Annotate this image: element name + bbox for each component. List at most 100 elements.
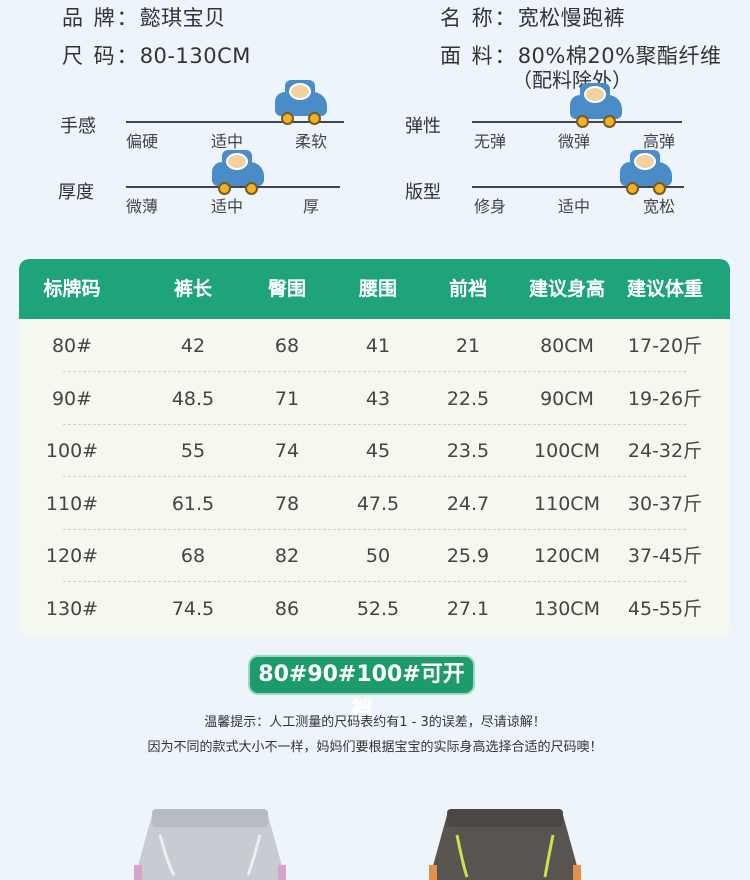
grey-pants-image	[134, 809, 286, 880]
cell-weight: 37-45斤	[627, 545, 703, 567]
cell-waist: 50	[365, 545, 391, 567]
row-divider	[63, 581, 686, 582]
table-row: 130# 74.5 86 52.5 27.1 130CM 45-55斤	[19, 583, 730, 635]
size-table: 标牌码 裤长 臀围 腰围 前裆 建议身高 建议体重 80# 42 68 41 21 80C…	[19, 259, 730, 638]
brand-label: 品 牌：	[62, 6, 140, 30]
header-waist: 腰围	[358, 278, 397, 300]
table-row: 90# 48.5 71 43 22.5 90CM 19-26斤	[19, 373, 730, 425]
fabric-line: 面 料：80%棉20%聚酯纤维	[440, 40, 722, 70]
cell-weight: 45-55斤	[627, 597, 703, 620]
size-value: 80-130CM	[139, 44, 251, 68]
cell-hip: 82	[274, 545, 300, 567]
header-front-rise: 前裆	[448, 278, 487, 300]
scale-label-hand-feel: 手感	[60, 116, 96, 137]
row-divider	[63, 476, 686, 477]
scale-opt-hand-feel-0: 偏硬	[126, 132, 159, 151]
cell-tag-size: 90#	[51, 387, 93, 410]
cell-height: 80CM	[540, 335, 594, 357]
notice-line-2: 因为不同的款式大小不一样，妈妈们要根据宝宝的实际身高选择合适的尺码噢！	[147, 740, 603, 755]
cell-hip: 68	[274, 335, 300, 357]
scale-opt-hand-feel-2: 柔软	[295, 132, 328, 151]
scale-line-thickness	[126, 186, 340, 188]
brand-value: 懿琪宝贝	[139, 6, 226, 30]
cell-height: 130CM	[534, 597, 600, 620]
cell-weight: 30-37斤	[627, 492, 703, 515]
cell-pant-length: 74.5	[171, 597, 215, 620]
cell-front-rise: 21	[455, 335, 481, 357]
cell-tag-size: 80#	[51, 335, 93, 357]
row-divider	[63, 371, 686, 372]
cell-weight: 24-32斤	[627, 440, 703, 462]
cell-pant-length: 61.5	[171, 492, 215, 515]
header-pant-length: 裤长	[173, 278, 212, 300]
cell-front-rise: 24.7	[446, 492, 490, 515]
header-tag-size: 标牌码	[43, 278, 101, 300]
name-line: 名 称：宽松慢跑裤	[440, 2, 625, 32]
scale-opt-elasticity-1: 微弹	[558, 132, 591, 151]
cell-hip: 86	[274, 597, 300, 620]
brand-line: 品 牌：懿琪宝贝	[62, 2, 226, 32]
cell-height: 100CM	[534, 440, 600, 462]
cell-tag-size: 100#	[45, 440, 99, 462]
cell-height: 110CM	[534, 492, 600, 515]
cell-pant-length: 48.5	[171, 387, 215, 410]
scale-opt-hand-feel-1: 适中	[211, 132, 244, 151]
cell-waist: 43	[365, 387, 391, 410]
fabric-value: 80%棉20%聚酯纤维	[517, 44, 722, 68]
cartoon-car-icon	[570, 83, 622, 129]
cell-waist: 52.5	[356, 597, 400, 620]
cell-height: 120CM	[534, 545, 600, 567]
scale-opt-thickness-1: 适中	[211, 197, 244, 216]
row-divider	[63, 528, 686, 530]
header-height: 建议身高	[528, 278, 605, 300]
row-divider	[63, 423, 686, 425]
size-label: 尺 码：	[62, 44, 140, 68]
scale-line-fit	[472, 186, 684, 188]
table-row: 120# 68 82 50 25.9 120CM 37-45斤	[19, 530, 730, 582]
table-row: 80# 42 68 41 21 80CM 17-20斤	[19, 320, 730, 372]
cell-hip: 71	[274, 387, 300, 410]
scale-line-hand-feel	[126, 121, 344, 123]
scale-opt-elasticity-0: 无弹	[474, 132, 507, 151]
cell-hip: 78	[274, 492, 300, 515]
cell-weight: 17-20斤	[627, 335, 703, 357]
cell-front-rise: 23.5	[446, 440, 490, 462]
cartoon-car-icon	[212, 150, 264, 196]
notice-line-1: 温馨提示：人工测量的尺码表约有1 - 3的误差，尽请谅解！	[204, 715, 546, 730]
cell-front-rise: 27.1	[446, 597, 490, 620]
fabric-note: （配料除外）	[512, 68, 632, 92]
cartoon-car-icon	[275, 80, 327, 126]
scale-label-thickness: 厚度	[58, 182, 94, 203]
name-label: 名 称：	[440, 6, 518, 30]
cell-tag-size: 110#	[45, 492, 99, 515]
cell-tag-size: 130#	[45, 597, 99, 620]
fabric-label: 面 料：	[440, 44, 518, 68]
table-row: 100# 55 74 45 23.5 100CM 24-32斤	[19, 425, 730, 477]
table-header: 标牌码 裤长 臀围 腰围 前裆 建议身高 建议体重	[19, 259, 730, 319]
scale-opt-thickness-0: 微薄	[126, 197, 159, 216]
cell-pant-length: 55	[180, 440, 206, 462]
table-row: 110# 61.5 78 47.5 24.7 110CM 30-37斤	[19, 478, 730, 530]
cell-waist: 41	[365, 335, 391, 357]
crotch-open-badge: 80#90#100#可开裆	[248, 655, 475, 723]
scale-opt-thickness-2: 厚	[303, 197, 320, 216]
cell-weight: 19-26斤	[627, 387, 703, 410]
cell-height: 90CM	[540, 387, 594, 410]
cell-tag-size: 120#	[45, 545, 99, 567]
size-line: 尺 码：80-130CM	[62, 40, 251, 70]
cell-pant-length: 42	[180, 335, 206, 357]
cartoon-car-icon	[620, 150, 672, 196]
scale-opt-fit-0: 修身	[474, 197, 507, 216]
dark-grey-pants-image	[429, 809, 581, 880]
scale-opt-elasticity-2: 高弹	[643, 132, 676, 151]
header-weight: 建议体重	[626, 278, 703, 300]
scale-opt-fit-2: 宽松	[643, 197, 676, 216]
cell-waist: 47.5	[356, 492, 400, 515]
cell-hip: 74	[274, 440, 300, 462]
name-value: 宽松慢跑裤	[517, 6, 626, 30]
cell-pant-length: 68	[180, 545, 206, 567]
scale-label-fit: 版型	[405, 182, 441, 203]
cell-waist: 45	[365, 440, 391, 462]
scale-opt-fit-1: 适中	[558, 197, 591, 216]
cell-front-rise: 22.5	[446, 387, 490, 410]
